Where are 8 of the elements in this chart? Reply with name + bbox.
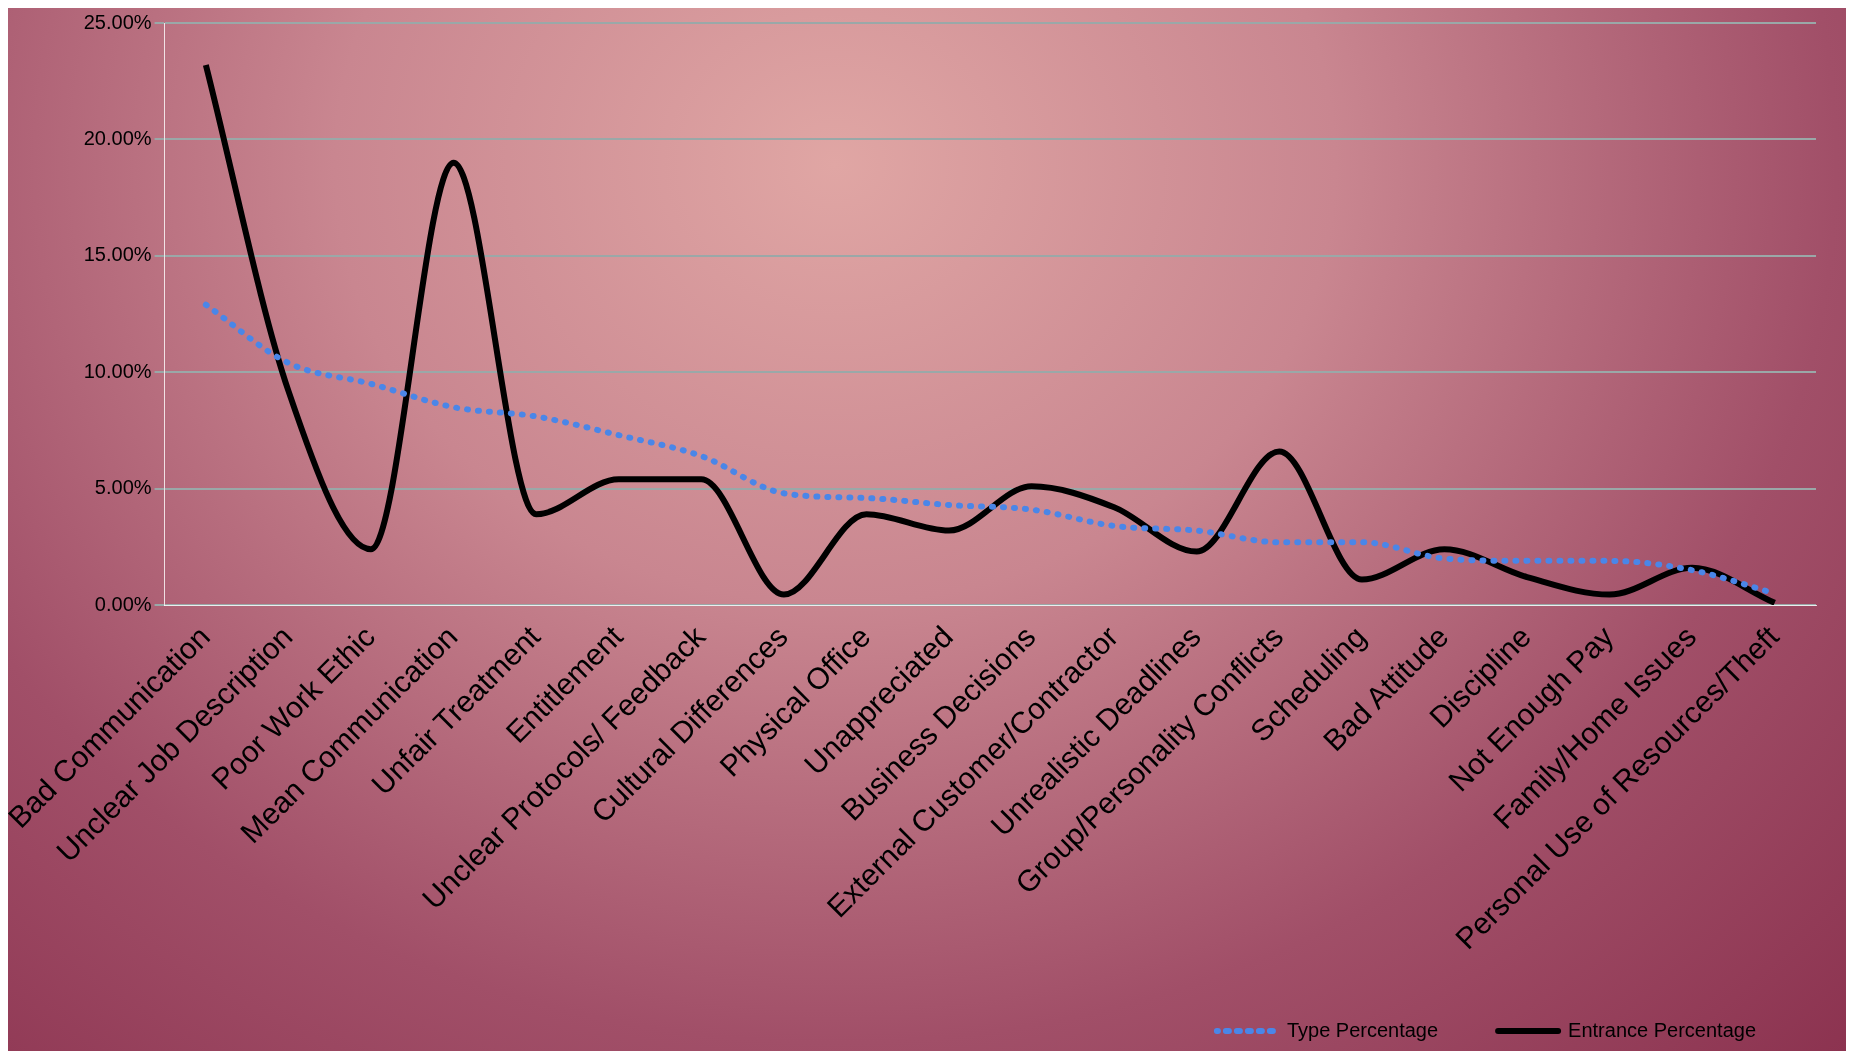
y-tick-label: 15.00%	[83, 243, 152, 266]
y-tick-label: 20.00%	[83, 126, 152, 149]
y-tick-label: 5.00%	[94, 476, 152, 499]
y-tick-label: 0.00%	[94, 592, 152, 615]
legend-label: Type Percentage	[1286, 1018, 1439, 1041]
legend-label: Entrance Percentage	[1568, 1018, 1757, 1041]
y-tick-label: 10.00%	[83, 359, 152, 382]
y-tick-label: 25.00%	[83, 10, 152, 33]
